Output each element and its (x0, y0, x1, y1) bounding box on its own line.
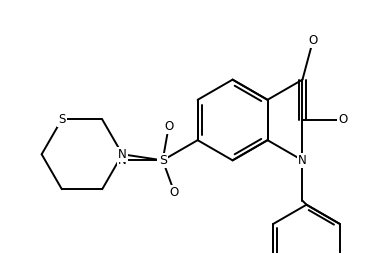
Text: O: O (164, 120, 173, 133)
Text: O: O (338, 114, 347, 126)
Text: N: N (298, 154, 307, 167)
Text: S: S (58, 113, 66, 126)
Text: S: S (159, 154, 167, 167)
Text: N: N (118, 154, 127, 167)
Text: O: O (308, 34, 317, 47)
Text: O: O (170, 186, 179, 199)
Text: N: N (118, 148, 127, 161)
